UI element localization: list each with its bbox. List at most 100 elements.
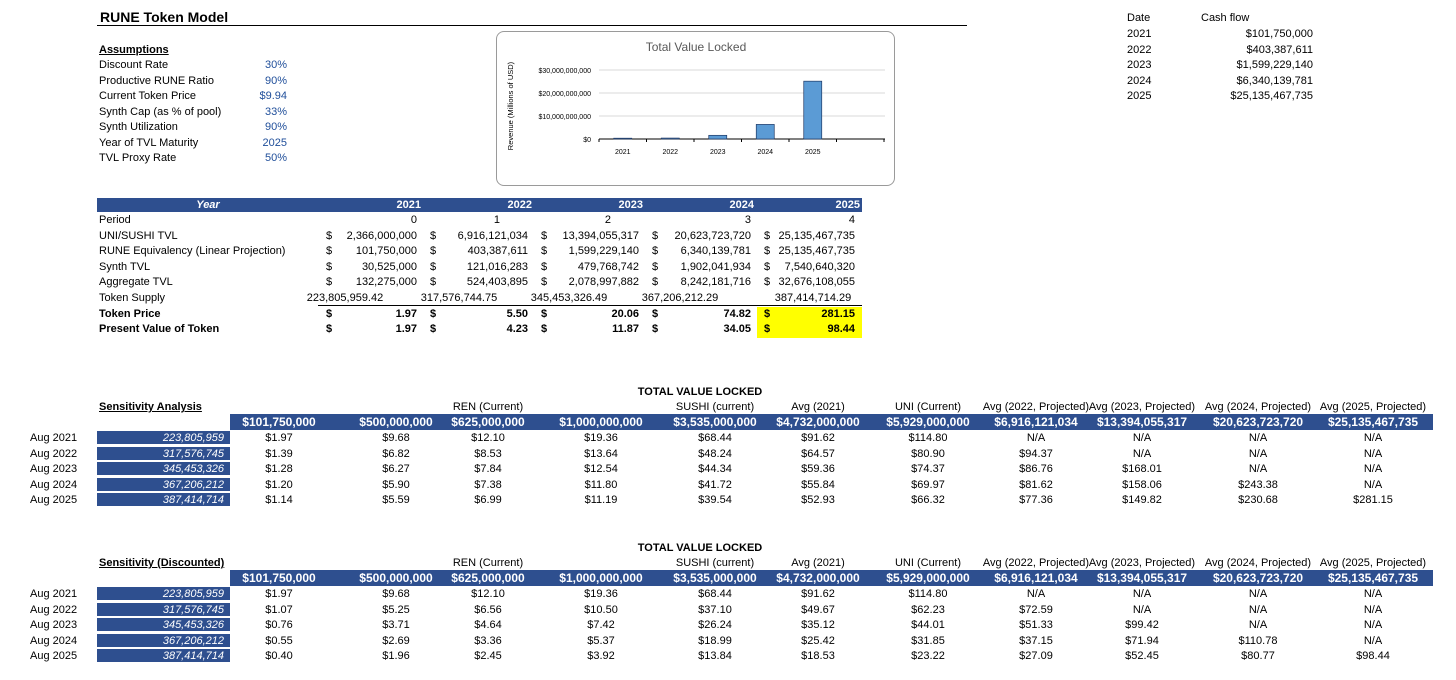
sensitivity-label: Sensitivity (Discounted) (99, 557, 225, 569)
sensitivity-cell: $1.39 (265, 447, 293, 460)
sensitivity-cell: N/A (1363, 447, 1383, 460)
chart-ytick-label: $0 (583, 137, 591, 144)
sensitivity-cell: $39.54 (698, 494, 732, 506)
sensitivity-cell: N/A (1363, 634, 1383, 647)
sensitivity-cell: $86.76 (1019, 463, 1053, 475)
sensitivity-cell: N/A (1363, 432, 1383, 444)
sensitivity-col-label: REN (Current) (452, 401, 524, 413)
sensitivity-cell: N/A (1363, 478, 1383, 491)
year-cell: 30,525,000 (361, 260, 417, 273)
sensitivity-col-value: $20,623,723,720 (1212, 415, 1304, 429)
sensitivity-cell: $5.25 (382, 603, 410, 616)
sensitivity-cell: $80.90 (911, 447, 945, 460)
dollar-sign: $ (764, 276, 771, 289)
sensitivity-cell: $1.96 (382, 650, 410, 662)
sensitivity-col-label: Avg (2024, Projected) (1204, 557, 1312, 569)
sensitivity-col-label: Avg (2024, Projected) (1204, 401, 1312, 413)
sensitivity-title: TOTAL VALUE LOCKED (637, 542, 763, 554)
sensitivity-cell: $4.64 (474, 619, 502, 631)
sensitivity-cell: $37.15 (1019, 634, 1053, 647)
sensitivity-cell: $2.69 (382, 634, 410, 647)
sensitivity-row-supply: 317,576,745 (97, 446, 230, 461)
assumption-value: 33% (264, 105, 287, 118)
cashflow-date-header: Date (1127, 12, 1151, 24)
sensitivity-row-supply: 387,414,714 (97, 649, 230, 663)
sensitivity-cell: $7.38 (474, 478, 502, 491)
cashflow-date: 2025 (1127, 90, 1152, 102)
sensitivity-col-label: UNI (Current) (894, 401, 961, 413)
sensitivity-col-value: $5,929,000,000 (886, 415, 970, 429)
sensitivity-col-label: Avg (2025, Projected) (1319, 401, 1427, 413)
year-row-label: Period (99, 214, 131, 226)
sensitivity-col-value: $625,000,000 (451, 571, 525, 585)
assumption-label: Discount Rate (99, 59, 169, 71)
dollar-sign: $ (541, 245, 548, 258)
sensitivity-cell: $12.10 (471, 588, 505, 600)
sensitivity-cell: $23.22 (911, 650, 945, 662)
page-title: RUNE Token Model (100, 9, 229, 25)
sensitivity-cell: N/A (1248, 432, 1268, 444)
sensitivity-cell: $6.99 (474, 494, 502, 506)
sensitivity-cell: $98.44 (1356, 650, 1390, 662)
chart-bar (613, 137, 633, 140)
assumption-label: Current Token Price (99, 90, 197, 102)
chart-bar (660, 137, 680, 140)
dollar-sign: $ (652, 245, 659, 258)
sensitivity-cell: $1.14 (265, 494, 293, 506)
year-cell: 20,623,723,720 (674, 229, 751, 242)
sensitivity-cell: $7.42 (587, 619, 615, 631)
chart-bar (755, 124, 775, 140)
sensitivity-cell: $91.62 (801, 432, 835, 444)
sensitivity-row-date: Aug 2025 (30, 650, 78, 662)
assumption-label: Synth Utilization (99, 121, 178, 133)
sensitivity-cell: $11.19 (584, 494, 618, 506)
year-cell: 132,275,000 (355, 276, 417, 289)
dollar-sign: $ (326, 323, 333, 336)
sensitivity-cell: $55.84 (801, 478, 835, 491)
sensitivity-cell: $5.37 (587, 634, 615, 647)
sensitivity-col-label: Avg (2021) (791, 401, 845, 413)
sensitivity-cell: N/A (1132, 603, 1152, 616)
dollar-sign: $ (326, 260, 333, 273)
sensitivity-cell: $9.68 (382, 588, 410, 600)
year-row-label: Synth TVL (99, 260, 151, 273)
sensitivity-cell: $2.45 (474, 650, 502, 662)
year-cell: 403,387,611 (467, 245, 528, 258)
sensitivity-row-date: Aug 2021 (30, 432, 78, 444)
cashflow-date: 2023 (1127, 59, 1152, 71)
sensitivity-row-supply: 367,206,212 (97, 477, 230, 492)
cashflow-date: 2024 (1127, 74, 1152, 87)
sensitivity-col-value: $101,750,000 (242, 415, 316, 429)
sensitivity-cell: $281.15 (1353, 494, 1393, 506)
assumption-value: 2025 (262, 136, 287, 149)
sensitivity-cell: $158.06 (1122, 478, 1162, 491)
tvl-chart-svg: Total Value Locked $0 $10,000,000,000 $20,0… (506, 40, 885, 156)
sensitivity-col-value: $5,929,000,000 (886, 571, 970, 585)
assumption-value: $9.94 (259, 90, 287, 102)
sensitivity-cell: N/A (1132, 432, 1152, 444)
sensitivity-cell: $9.68 (382, 432, 410, 444)
sensitivity-cell: $81.62 (1019, 478, 1053, 491)
assumption-label: Productive RUNE Ratio (99, 74, 214, 87)
year-cell: 6,916,121,034 (457, 229, 528, 242)
sensitivity-cell: $11.80 (584, 478, 618, 491)
chart-xtick-label: 2022 (662, 149, 678, 156)
year-row-label: RUNE Equivalency (Linear Projection) (99, 245, 286, 258)
sensitivity-cell: $72.59 (1019, 603, 1053, 616)
cashflow-value: $101,750,000 (1245, 28, 1313, 40)
year-header: 2024 (729, 199, 754, 211)
sensitivity-cell: $52.45 (1125, 650, 1159, 662)
sensitivity-cell: N/A (1363, 619, 1383, 631)
sensitivity-cell: $13.64 (584, 447, 618, 460)
sensitivity-header-band: $101,750,000 $500,000,000 $625,000,000 $1,0… (230, 570, 1433, 586)
sensitivity-cell: $77.36 (1019, 494, 1053, 506)
sensitivity-cell: $26.24 (698, 619, 732, 631)
sensitivity-cell: $5.59 (382, 494, 410, 506)
sensitivity-cell: $230.68 (1238, 494, 1278, 506)
sensitivity-cell: $35.12 (801, 619, 835, 631)
year-row-label: Token Price (99, 307, 161, 320)
sensitivity-row-date: Aug 2022 (30, 603, 78, 616)
sensitivity-col-label: Avg (2023, Projected) (1088, 557, 1196, 569)
sensitivity-cell: $69.97 (911, 478, 945, 491)
dollar-sign: $ (764, 323, 771, 336)
